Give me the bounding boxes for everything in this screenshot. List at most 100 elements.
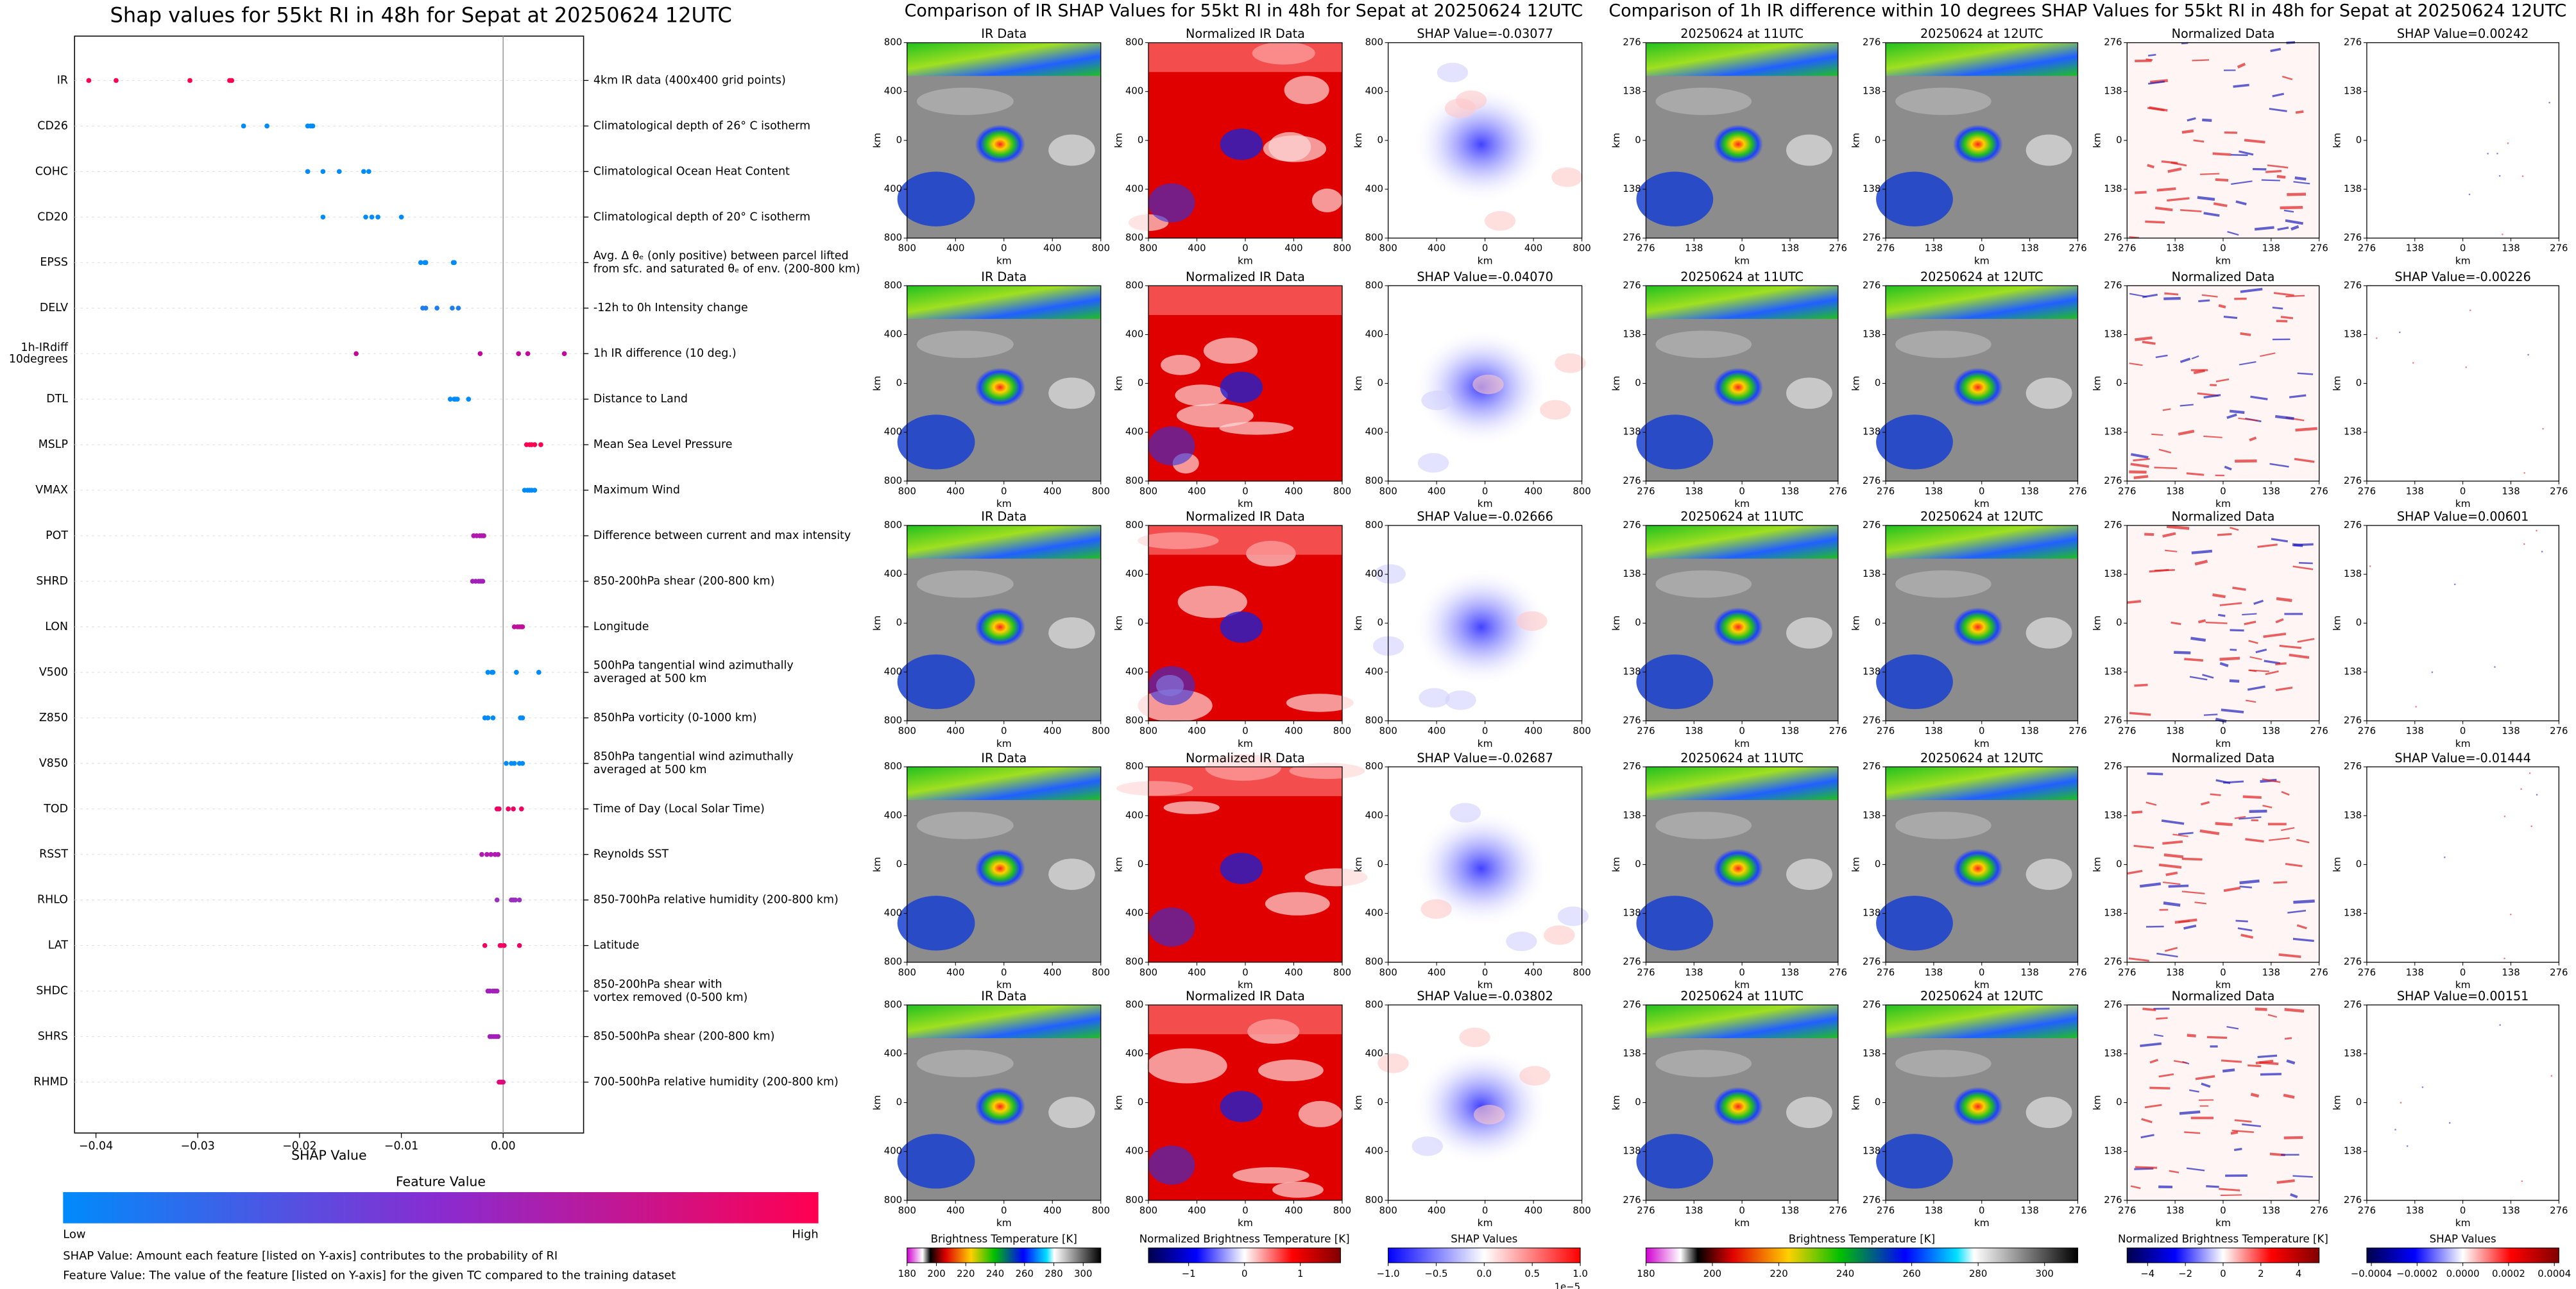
colorbar-label: Normalized Brightness Temperature [K] bbox=[1139, 1233, 1350, 1245]
point bbox=[398, 214, 404, 220]
storm bbox=[1220, 128, 1263, 160]
x-tick-label: 0 bbox=[1001, 486, 1007, 497]
feature-description: 500hPa tangential wind azimuthally bbox=[593, 660, 794, 672]
point bbox=[525, 351, 531, 357]
image bbox=[1147, 1004, 1343, 1201]
cloud bbox=[1876, 414, 1953, 470]
diff-streak bbox=[2128, 957, 2149, 962]
image-bg bbox=[2366, 525, 2559, 721]
cloud bbox=[1048, 134, 1095, 166]
colorbar-offset: 1e−5 bbox=[1555, 1281, 1580, 1289]
y-axis-label: km bbox=[2092, 857, 2103, 873]
image-bg bbox=[2366, 42, 2559, 239]
storm bbox=[1952, 124, 2003, 164]
image bbox=[2126, 525, 2320, 723]
y-tick-label: 276 bbox=[1863, 999, 1881, 1010]
image-bg bbox=[2366, 286, 2559, 481]
cloud bbox=[1876, 171, 1953, 226]
diff-streak bbox=[2297, 372, 2314, 375]
y-tick-label: 276 bbox=[2104, 280, 2122, 291]
x-tick-label: 276 bbox=[1829, 726, 1847, 737]
y-tick-label: 800 bbox=[1125, 37, 1143, 48]
diff-streak bbox=[2129, 363, 2143, 366]
diff-streak bbox=[2149, 1059, 2159, 1064]
storm bbox=[1952, 368, 2003, 407]
image bbox=[2366, 42, 2559, 239]
x-tick-label: 0 bbox=[1001, 1205, 1007, 1216]
x-tick-label: 276 bbox=[1877, 486, 1895, 497]
y-tick-label: 276 bbox=[2104, 999, 2122, 1010]
diff-streak bbox=[2210, 793, 2221, 796]
image bbox=[1138, 525, 1354, 722]
diff-streak bbox=[2234, 1119, 2252, 1123]
diff-streak bbox=[2240, 287, 2263, 293]
diff-streak bbox=[2239, 885, 2252, 889]
y-tick-label: 276 bbox=[2104, 761, 2122, 772]
storm bbox=[1952, 849, 2003, 888]
diff-streak bbox=[2294, 176, 2307, 181]
diff-streak bbox=[2163, 853, 2184, 858]
diff-streak bbox=[2221, 708, 2244, 713]
diff-streak bbox=[2195, 1075, 2215, 1080]
x-axis-label: km bbox=[1478, 979, 1493, 991]
image-bg bbox=[2127, 1005, 2319, 1200]
diff-streak bbox=[2227, 230, 2239, 236]
colorbar-tick-label: −0.0002 bbox=[2396, 1268, 2437, 1279]
cloud bbox=[1895, 1050, 1992, 1077]
y-axis-label: km bbox=[2092, 615, 2103, 631]
x-tick-label: 138 bbox=[2166, 486, 2184, 497]
y-tick-label: 800 bbox=[1125, 1195, 1143, 1206]
shap-speck bbox=[2527, 354, 2529, 356]
diff-streak bbox=[2162, 408, 2171, 411]
diff-streak bbox=[2240, 934, 2254, 939]
diff-streak bbox=[2269, 837, 2290, 841]
x-tick-label: 400 bbox=[1043, 967, 1061, 978]
y-tick-label: 800 bbox=[1365, 715, 1383, 726]
y-tick-label: 800 bbox=[1365, 280, 1383, 291]
image bbox=[1636, 42, 1839, 239]
diff-streak bbox=[2171, 621, 2181, 626]
x-tick-label: 138 bbox=[1925, 726, 1943, 737]
panel-title: 20250624 at 12UTC bbox=[1920, 26, 2043, 41]
cloud bbox=[916, 1050, 1014, 1077]
diff-streak bbox=[2193, 369, 2205, 375]
y-tick-label: 800 bbox=[884, 520, 902, 531]
y-tick-label: 400 bbox=[884, 1146, 902, 1157]
shap-speck bbox=[2406, 1145, 2409, 1147]
cloud bbox=[2026, 1097, 2072, 1129]
diff-streak bbox=[2198, 299, 2210, 303]
x-axis-label: km bbox=[1974, 738, 1990, 749]
colorbar-label: Normalized Brightness Temperature [K] bbox=[2118, 1233, 2328, 1245]
y-tick-label: 1h-IRdiff bbox=[21, 341, 69, 354]
y-tick-label: 400 bbox=[1365, 184, 1383, 194]
x-axis-label: km bbox=[2455, 738, 2471, 749]
y-tick-label: 400 bbox=[884, 329, 902, 339]
cloud bbox=[1258, 1059, 1324, 1082]
y-axis-label: km bbox=[1850, 133, 1861, 148]
shap-speck bbox=[2415, 706, 2417, 708]
colorbar-tick-label: 180 bbox=[898, 1268, 916, 1279]
shap-speck bbox=[2431, 671, 2434, 673]
image bbox=[897, 525, 1102, 722]
x-tick-label: 0 bbox=[1482, 726, 1488, 737]
image bbox=[1876, 525, 2079, 722]
diff-streak bbox=[2156, 1017, 2168, 1020]
x-tick-label: 400 bbox=[1188, 243, 1206, 254]
shap-region bbox=[1417, 453, 1449, 473]
y-tick-label: 138 bbox=[1863, 1146, 1881, 1157]
diff-streak bbox=[2127, 869, 2143, 875]
diff-streak bbox=[2163, 901, 2181, 907]
diff-streak bbox=[2161, 160, 2178, 164]
point bbox=[423, 260, 429, 266]
x-tick-label: 0 bbox=[2220, 726, 2226, 737]
panel-title: 20250624 at 12UTC bbox=[1920, 269, 2043, 284]
diff-streak bbox=[2178, 832, 2194, 835]
colorbar-low: Low bbox=[63, 1228, 85, 1242]
cloud-band bbox=[1886, 767, 2078, 800]
cloud bbox=[1148, 183, 1195, 223]
shap-speck bbox=[2454, 583, 2456, 586]
colorbar-tick-label: 0.0002 bbox=[2492, 1268, 2525, 1279]
y-tick-label: RHLO bbox=[37, 894, 68, 907]
y-axis-label: km bbox=[2331, 615, 2342, 631]
x-tick-label: 138 bbox=[1685, 486, 1703, 497]
